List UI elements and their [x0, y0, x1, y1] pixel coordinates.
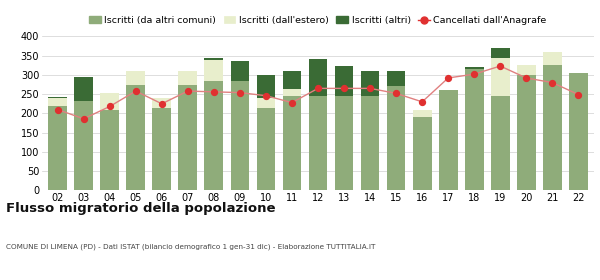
Point [574, 92, 583, 97]
Bar [74, 101, 93, 190]
Bar [257, 108, 275, 190]
Point [209, 90, 218, 94]
Bar [465, 69, 484, 190]
Bar [178, 71, 197, 85]
Bar [48, 106, 67, 190]
Point [105, 104, 115, 109]
Point [391, 91, 401, 96]
Legend: Iscritti (da altri comuni), Iscritti (dall'estero), Iscritti (altri), Cancellati: Iscritti (da altri comuni), Iscritti (da… [86, 12, 550, 29]
Point [131, 89, 140, 93]
Point [235, 90, 245, 95]
Point [365, 86, 375, 91]
Bar [491, 48, 509, 58]
Bar [205, 81, 223, 190]
Bar [152, 98, 171, 108]
Bar [100, 109, 119, 190]
Bar [48, 98, 67, 106]
Bar [178, 85, 197, 190]
Bar [387, 71, 406, 87]
Bar [491, 58, 509, 96]
Bar [230, 61, 249, 81]
Bar [439, 90, 458, 190]
Bar [361, 96, 379, 190]
Bar [100, 94, 119, 109]
Point [313, 86, 323, 91]
Point [157, 102, 167, 106]
Point [469, 72, 479, 76]
Bar [361, 71, 379, 96]
Bar [127, 71, 145, 85]
Text: Flusso migratorio della popolazione: Flusso migratorio della popolazione [6, 202, 275, 214]
Bar [48, 97, 67, 98]
Bar [517, 75, 536, 190]
Point [496, 64, 505, 68]
Bar [230, 81, 249, 190]
Point [548, 80, 557, 85]
Point [183, 89, 193, 93]
Bar [283, 89, 301, 96]
Bar [205, 59, 223, 81]
Bar [387, 87, 406, 190]
Point [339, 86, 349, 91]
Bar [335, 66, 353, 96]
Bar [257, 75, 275, 98]
Bar [569, 73, 588, 190]
Bar [335, 96, 353, 190]
Text: COMUNE DI LIMENA (PD) - Dati ISTAT (bilancio demografico 1 gen-31 dic) - Elabora: COMUNE DI LIMENA (PD) - Dati ISTAT (bila… [6, 244, 376, 250]
Bar [74, 77, 93, 101]
Point [521, 76, 531, 80]
Bar [465, 67, 484, 69]
Bar [517, 65, 536, 75]
Bar [543, 52, 562, 65]
Point [261, 94, 271, 98]
Point [443, 76, 453, 80]
Bar [308, 96, 328, 190]
Bar [543, 65, 562, 190]
Bar [152, 108, 171, 190]
Point [418, 100, 427, 104]
Point [287, 101, 297, 105]
Bar [283, 71, 301, 89]
Bar [283, 96, 301, 190]
Bar [413, 109, 431, 117]
Point [53, 107, 62, 112]
Bar [127, 85, 145, 190]
Point [79, 116, 88, 121]
Bar [491, 96, 509, 190]
Bar [308, 60, 328, 96]
Bar [205, 58, 223, 60]
Bar [257, 98, 275, 108]
Bar [413, 117, 431, 190]
